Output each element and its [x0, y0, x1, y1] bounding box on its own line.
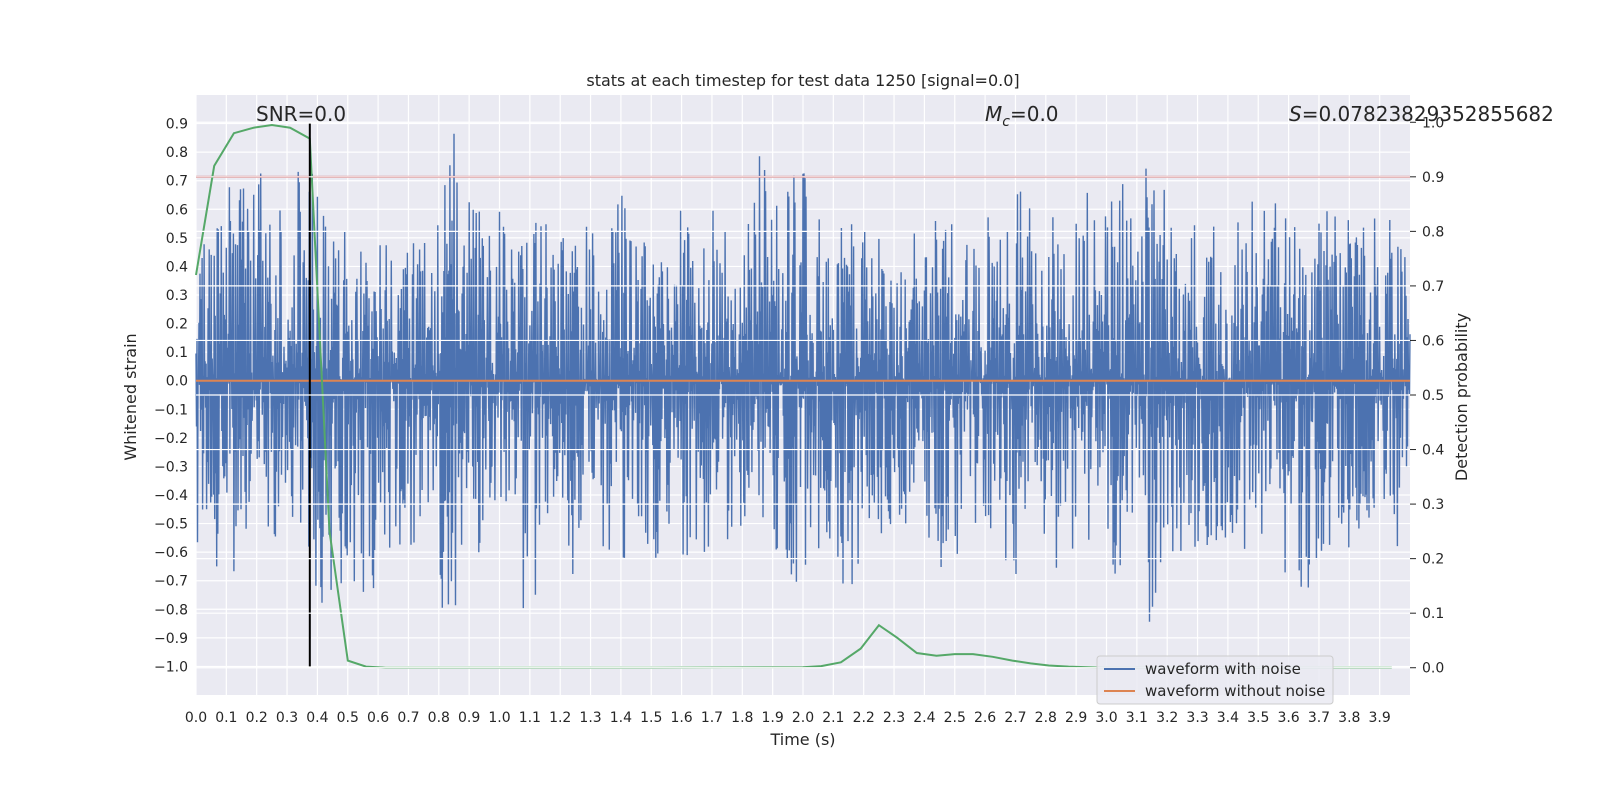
x-tick-labels: 0.0 0.1 0.2 0.3 0.4 0.5 0.6 0.7 0.8 0.9 1.0 1.1 1.2 1… — [185, 710, 1391, 726]
right-y-tick-label: 0.7 — [1422, 279, 1444, 295]
x-tick-label: 0.4 — [306, 710, 328, 726]
y-tick-label: 0.0 — [166, 374, 188, 390]
y-tick-label: 0.7 — [166, 174, 188, 190]
x-tick-label: 0.1 — [215, 710, 237, 726]
x-tick-label: 1.6 — [670, 710, 692, 726]
y-tick-label: 0.5 — [166, 231, 188, 247]
y-tick-label: 0.2 — [166, 317, 188, 333]
y-tick-label: −0.2 — [154, 431, 188, 447]
y-tick-label: −0.9 — [154, 631, 188, 647]
score-annotation: S=0.07823829352855682 — [1289, 102, 1554, 126]
x-tick-label: 2.1 — [822, 710, 844, 726]
legend-label-noise: waveform with noise — [1145, 660, 1301, 678]
x-tick-label: 3.6 — [1277, 710, 1299, 726]
x-tick-label: 0.8 — [428, 710, 450, 726]
x-tick-label: 2.6 — [974, 710, 996, 726]
x-tick-label: 2.5 — [944, 710, 966, 726]
x-tick-label: 0.2 — [246, 710, 268, 726]
legend-label-clean: waveform without noise — [1145, 682, 1325, 700]
right-y-tick-label: 0.9 — [1422, 170, 1444, 186]
x-tick-label: 3.5 — [1247, 710, 1269, 726]
y-tick-labels: 0.9 0.8 0.7 0.6 0.5 0.4 0.3 0.2 0.1 0.0 −0.1 −0.2 −0… — [154, 117, 188, 676]
x-tick-label: 3.4 — [1217, 710, 1239, 726]
mc-subscript: c — [1002, 114, 1010, 130]
chart-title: stats at each timestep for test data 125… — [586, 71, 1019, 90]
x-tick-label: 3.3 — [1186, 710, 1208, 726]
series-detection-probability — [195, 123, 1392, 669]
x-tick-label: 1.3 — [579, 710, 601, 726]
right-y-tick-label: 0.3 — [1422, 497, 1444, 513]
x-tick-label: 0.9 — [458, 710, 480, 726]
right-y-tick-label: 0.1 — [1422, 606, 1444, 622]
x-tick-label: 0.7 — [397, 710, 419, 726]
mc-symbol: M — [985, 102, 1002, 126]
y-tick-label: −0.7 — [154, 574, 188, 590]
right-y-tick-labels: 1.0 0.9 0.8 0.7 0.6 0.5 0.4 0.3 0.2 0.1 0.0 — [1422, 115, 1444, 676]
y-tick-label: 0.1 — [166, 345, 188, 361]
snr-annotation: SNR=0.0 — [256, 102, 346, 126]
legend: waveform with noise waveform without noi… — [1096, 655, 1334, 705]
x-tick-label: 0.5 — [337, 710, 359, 726]
x-tick-label: 3.7 — [1308, 710, 1330, 726]
right-y-tick-label: 0.2 — [1422, 552, 1444, 568]
right-y-tick-label: 1.0 — [1422, 115, 1444, 131]
x-tick-label: 1.1 — [519, 710, 541, 726]
x-tick-label: 0.6 — [367, 710, 389, 726]
x-tick-label: 3.2 — [1156, 710, 1178, 726]
y-tick-label: −0.6 — [154, 545, 188, 561]
y-tick-label: 0.8 — [166, 145, 188, 161]
x-tick-label: 2.2 — [853, 710, 875, 726]
s-symbol: S — [1289, 102, 1302, 126]
x-tick-label: 1.8 — [731, 710, 753, 726]
x-tick-label: 3.0 — [1095, 710, 1117, 726]
y-tick-label: −0.4 — [154, 488, 188, 504]
x-tick-label: 2.3 — [883, 710, 905, 726]
x-tick-label: 3.8 — [1338, 710, 1360, 726]
x-tick-label: 1.0 — [488, 710, 510, 726]
right-y-tick-label: 0.4 — [1422, 443, 1444, 459]
y-tick-label: −0.5 — [154, 517, 188, 533]
right-y-tick-label: 0.8 — [1422, 224, 1444, 240]
legend-box — [1096, 655, 1334, 705]
y-tick-label: 0.3 — [166, 288, 188, 304]
x-tick-label: 0.0 — [185, 710, 207, 726]
x-tick-label: 1.4 — [610, 710, 632, 726]
x-tick-label: 1.9 — [762, 710, 784, 726]
x-tick-label: 3.1 — [1126, 710, 1148, 726]
x-tick-label: 1.7 — [701, 710, 723, 726]
y-tick-label: −0.8 — [154, 602, 188, 618]
y-tick-label: −0.3 — [154, 459, 188, 475]
x-tick-label: 2.7 — [1004, 710, 1026, 726]
y-axis-label: Whitened strain — [121, 333, 140, 460]
right-y-tick-label: 0.6 — [1422, 333, 1444, 349]
right-y-tick-label: 0.5 — [1422, 388, 1444, 404]
y-tick-label: 0.9 — [166, 117, 188, 133]
chirp-mass-annotation: Mc=0.0 — [985, 102, 1059, 130]
x-tick-label: 2.4 — [913, 710, 935, 726]
y-tick-label: −1.0 — [154, 659, 188, 675]
x-tick-label: 2.9 — [1065, 710, 1087, 726]
y-tick-label: 0.4 — [166, 259, 188, 275]
y-tick-label: 0.6 — [166, 202, 188, 218]
right-y-axis-label: Detection probability — [1452, 313, 1471, 481]
x-tick-label: 2.0 — [792, 710, 814, 726]
x-axis-label: Time (s) — [769, 730, 835, 749]
x-tick-label: 3.9 — [1369, 710, 1391, 726]
y-tick-label: −0.1 — [154, 402, 188, 418]
x-tick-label: 1.5 — [640, 710, 662, 726]
right-y-tick-label: 0.0 — [1422, 661, 1444, 677]
x-tick-label: 0.3 — [276, 710, 298, 726]
x-tick-label: 2.8 — [1035, 710, 1057, 726]
mc-value: =0.0 — [1010, 102, 1059, 126]
s-value: =0.07823829352855682 — [1302, 102, 1554, 126]
x-tick-label: 1.2 — [549, 710, 571, 726]
